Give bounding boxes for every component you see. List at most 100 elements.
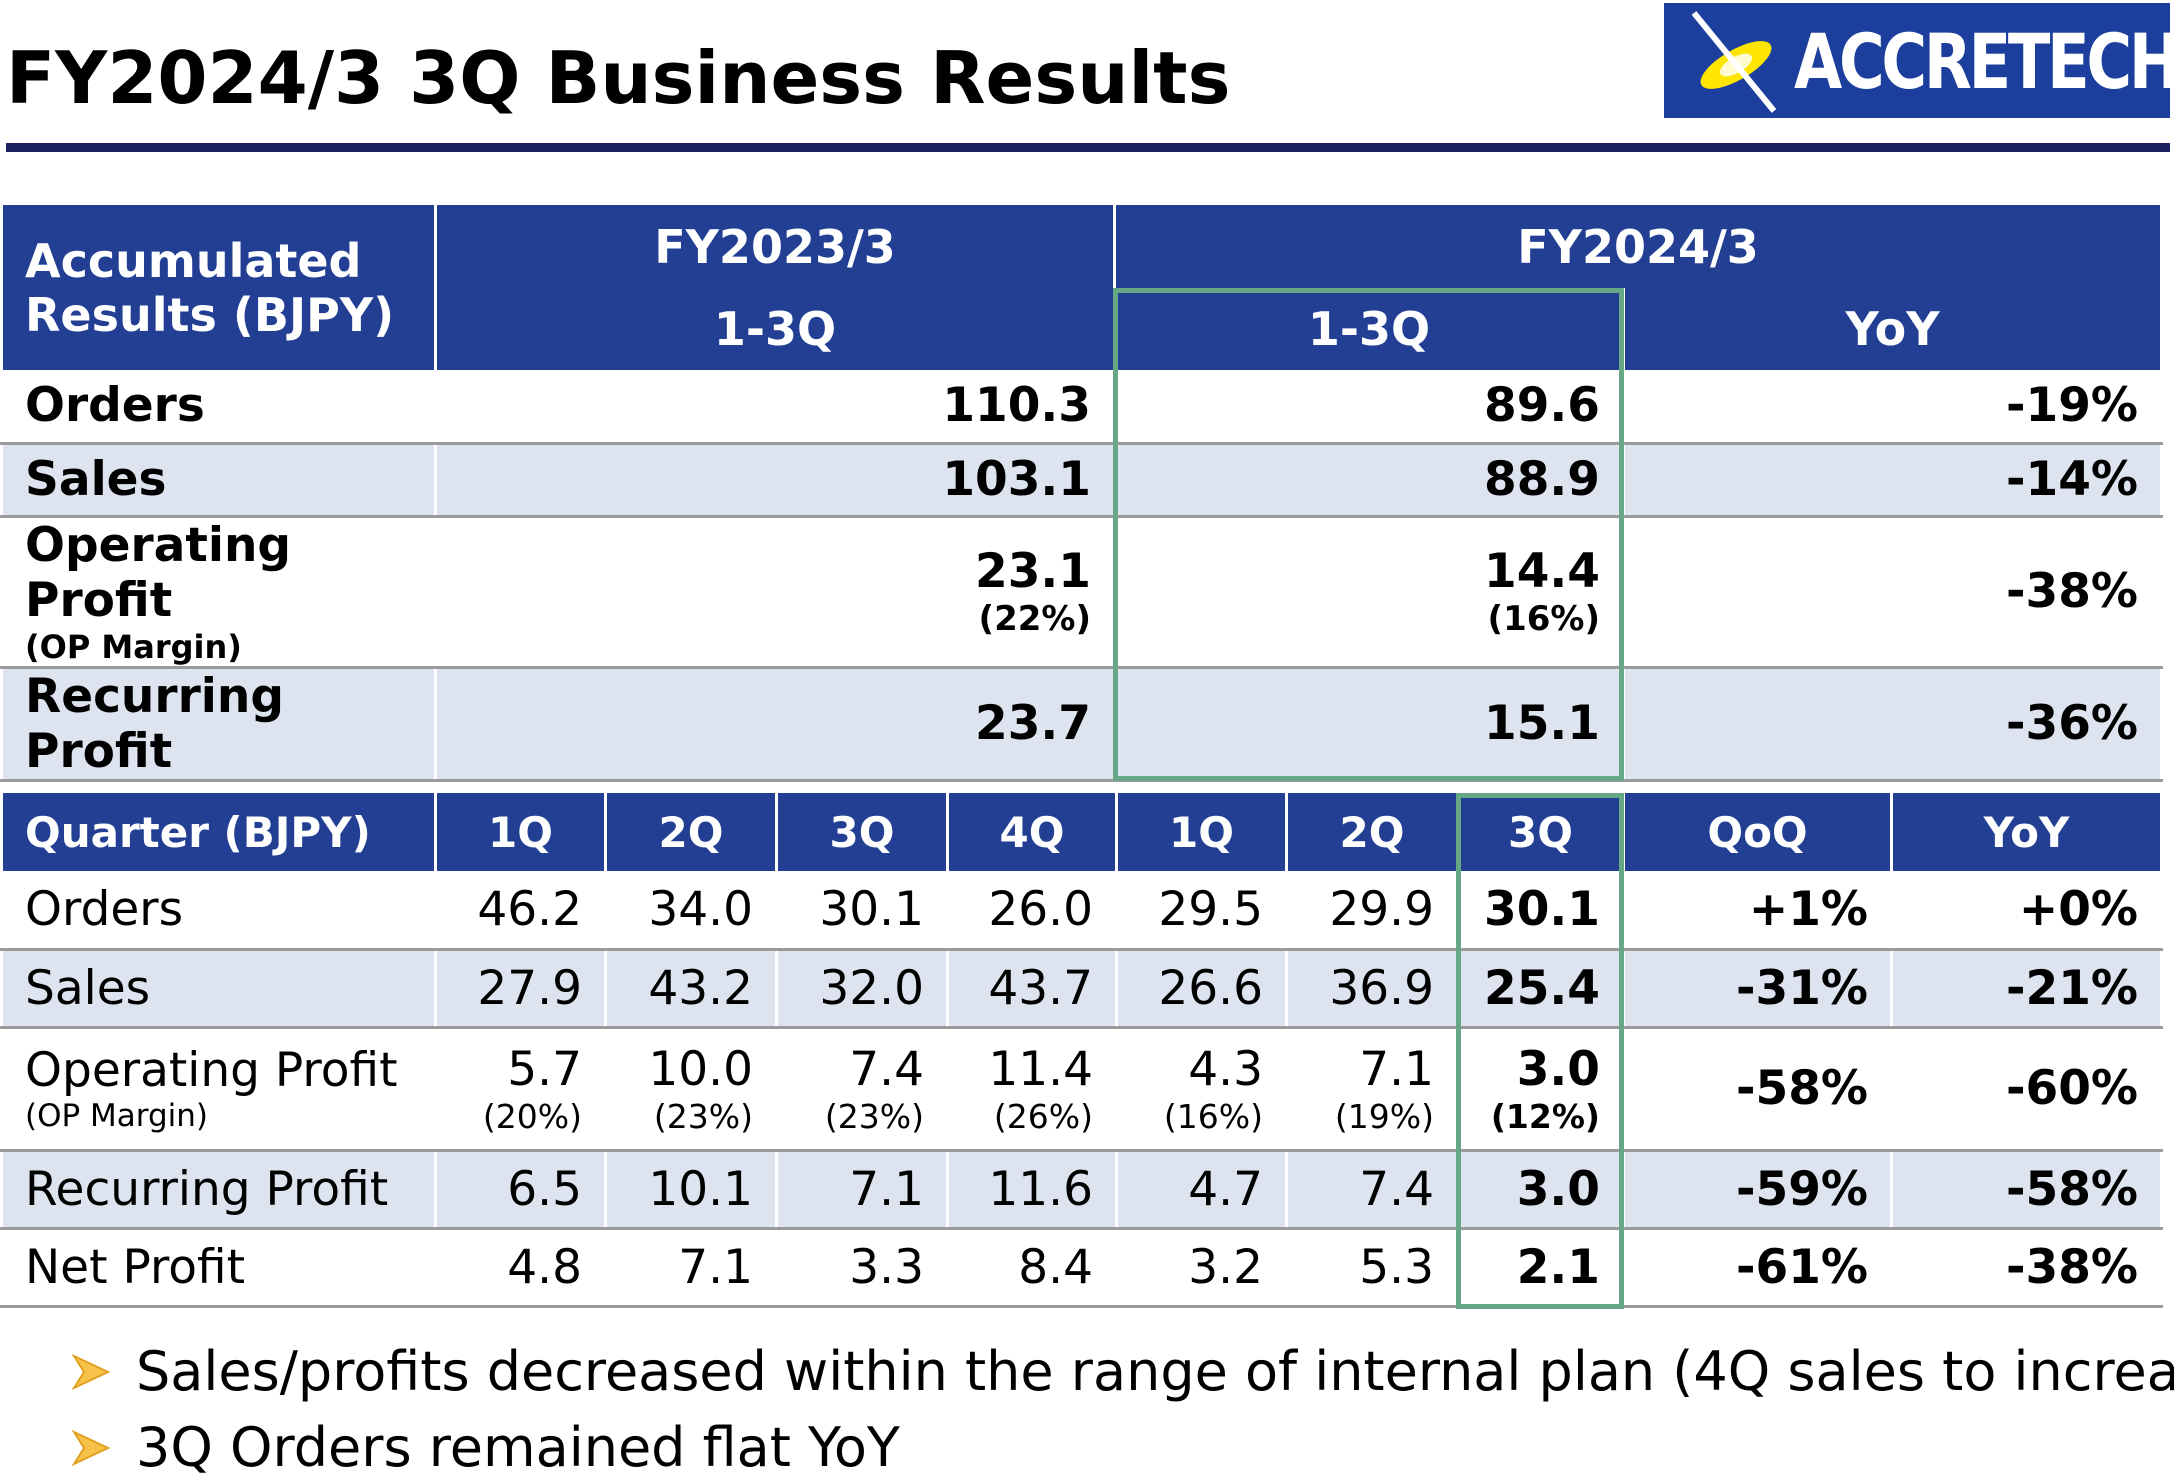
- cell-margin: (16%): [1487, 599, 1600, 639]
- cell-value: 46.2: [477, 881, 582, 937]
- cell: 14.4 (16%): [1113, 516, 1625, 669]
- cell-value: 3.2: [1188, 1239, 1263, 1295]
- cell: 25.4: [1456, 949, 1625, 1029]
- cell: 26.0: [946, 871, 1118, 951]
- cell-value: -21%: [2005, 960, 2138, 1016]
- cell: 89.6: [1113, 370, 1625, 445]
- header-cell: YoY: [1890, 793, 2163, 871]
- cell-value: 11.4: [988, 1041, 1093, 1097]
- cell: 5.3: [1285, 1228, 1459, 1308]
- cell-value: 26.0: [988, 881, 1093, 937]
- cell-value: 43.7: [988, 960, 1093, 1016]
- cell-value: 14.4: [1484, 544, 1600, 599]
- cell-value: 4.3: [1188, 1041, 1263, 1097]
- label-text: Operating Profit: [25, 1043, 398, 1098]
- cell: 11.4 (26%): [946, 1027, 1118, 1152]
- cell-value: -14%: [2006, 452, 2139, 507]
- label-text: Sales: [25, 452, 167, 507]
- note-text: Sales/profits decreased within the range…: [136, 1340, 2174, 1403]
- cell-value: +0%: [2018, 881, 2138, 937]
- sub-label: (OP Margin): [25, 1098, 209, 1134]
- cell: 26.6: [1115, 949, 1288, 1029]
- cell: 3.0 (12%): [1456, 1027, 1625, 1152]
- label-text: Recurring Profit: [25, 1161, 389, 1217]
- data-row: Recurring Profit 6.5 10.1 7.1 11.6 4.7 7.4 3.0 -…: [0, 1150, 2163, 1230]
- cell: 4.3 (16%): [1115, 1027, 1288, 1152]
- header-cell: 2Q: [1285, 793, 1459, 871]
- cell-margin: (22%): [978, 599, 1091, 639]
- cell-margin: (26%): [993, 1096, 1093, 1136]
- header-cell: 3Q: [1456, 793, 1625, 871]
- cell-value: 7.1: [849, 1161, 924, 1217]
- cell: 10.0 (23%): [604, 1027, 778, 1152]
- cell-margin: (20%): [482, 1096, 582, 1136]
- data-row: Net Profit 4.8 7.1 3.3 8.4 3.2 5.3 2.1 -61% -38%: [0, 1228, 2163, 1308]
- cell-margin: (12%): [1490, 1096, 1600, 1136]
- cell: 29.5: [1115, 871, 1288, 951]
- header-cell: 1Q: [1115, 793, 1288, 871]
- cell: -36%: [1621, 667, 2164, 782]
- data-row: Orders 46.2 34.0 30.1 26.0 29.5 29.9 30.1 +1% +0%: [0, 871, 2163, 951]
- cell: 3.0: [1456, 1150, 1625, 1230]
- cell-margin: (16%): [1163, 1096, 1263, 1136]
- cell-value: 110.3: [942, 378, 1091, 434]
- note-text: 3Q Orders remained flat YoY: [136, 1416, 900, 1479]
- cell-value: -58%: [2005, 1161, 2138, 1217]
- cell: 10.1: [604, 1150, 778, 1230]
- cell-value: 7.1: [678, 1239, 753, 1295]
- cell-value: 89.6: [1484, 378, 1600, 434]
- cell-margin: (23%): [653, 1096, 753, 1136]
- cell-value: 30.1: [819, 881, 924, 937]
- row-label: Sales: [0, 443, 437, 518]
- cell-value: 30.1: [1484, 881, 1600, 937]
- bullet: [72, 1429, 111, 1467]
- cell: 6.5: [434, 1150, 607, 1230]
- cell: 36.9: [1285, 949, 1459, 1029]
- cell: -60%: [1890, 1027, 2163, 1152]
- data-row: Recurring Profit 23.7 15.1 -36%: [0, 667, 2164, 782]
- cell: 4.8: [434, 1228, 607, 1308]
- cell: 23.7: [434, 667, 1116, 782]
- cell-margin: (23%): [824, 1096, 924, 1136]
- cell: +1%: [1622, 871, 1893, 951]
- cell-value: 29.5: [1158, 881, 1263, 937]
- label-text: Orders: [25, 378, 205, 434]
- cell-value: 25.4: [1484, 960, 1600, 1016]
- cell-value: 23.1: [975, 544, 1091, 599]
- cell: -31%: [1622, 949, 1893, 1029]
- cell-value: -59%: [1735, 1161, 1868, 1217]
- cell-value: 7.1: [1359, 1041, 1434, 1097]
- row-label: Orders: [0, 871, 437, 951]
- cell: 34.0: [604, 871, 778, 951]
- bullet: [72, 1353, 111, 1391]
- cell: 110.3: [434, 370, 1116, 445]
- cell: -21%: [1890, 949, 2163, 1029]
- label-text: Recurring Profit: [25, 668, 284, 779]
- row-label: Operating Profit (OP Margin): [0, 516, 437, 669]
- cell: 30.1: [775, 871, 949, 951]
- header-cell: YoY: [1621, 288, 2164, 370]
- cell-value: 15.1: [1484, 696, 1600, 751]
- cell: 88.9: [1113, 443, 1625, 518]
- cell-value: +1%: [1748, 881, 1868, 937]
- cell-value: -60%: [2005, 1061, 2138, 1116]
- cell-value: 7.4: [849, 1041, 924, 1097]
- cell-value: 7.4: [1359, 1161, 1434, 1217]
- cell-value: 43.2: [648, 960, 753, 1016]
- cell-value: -38%: [2005, 1239, 2138, 1295]
- title-rule: [6, 143, 2170, 152]
- cell-value: 4.8: [507, 1239, 582, 1295]
- cell: 43.7: [946, 949, 1118, 1029]
- cell: 3.2: [1115, 1228, 1288, 1308]
- cell-value: 103.1: [942, 452, 1091, 507]
- cell: -38%: [1621, 516, 2164, 669]
- cell-value: 3.0: [1516, 1161, 1600, 1217]
- highlight-box: [1456, 793, 1624, 1309]
- row-label: Orders: [0, 370, 437, 445]
- cell: 27.9: [434, 949, 607, 1029]
- header-row: Accumulated Results (BJPY) FY2023/3 FY2024…: [0, 205, 2164, 370]
- cell: 32.0: [775, 949, 949, 1029]
- cell: -58%: [1622, 1027, 1893, 1152]
- data-row: Sales 103.1 88.9 -14%: [0, 443, 2164, 518]
